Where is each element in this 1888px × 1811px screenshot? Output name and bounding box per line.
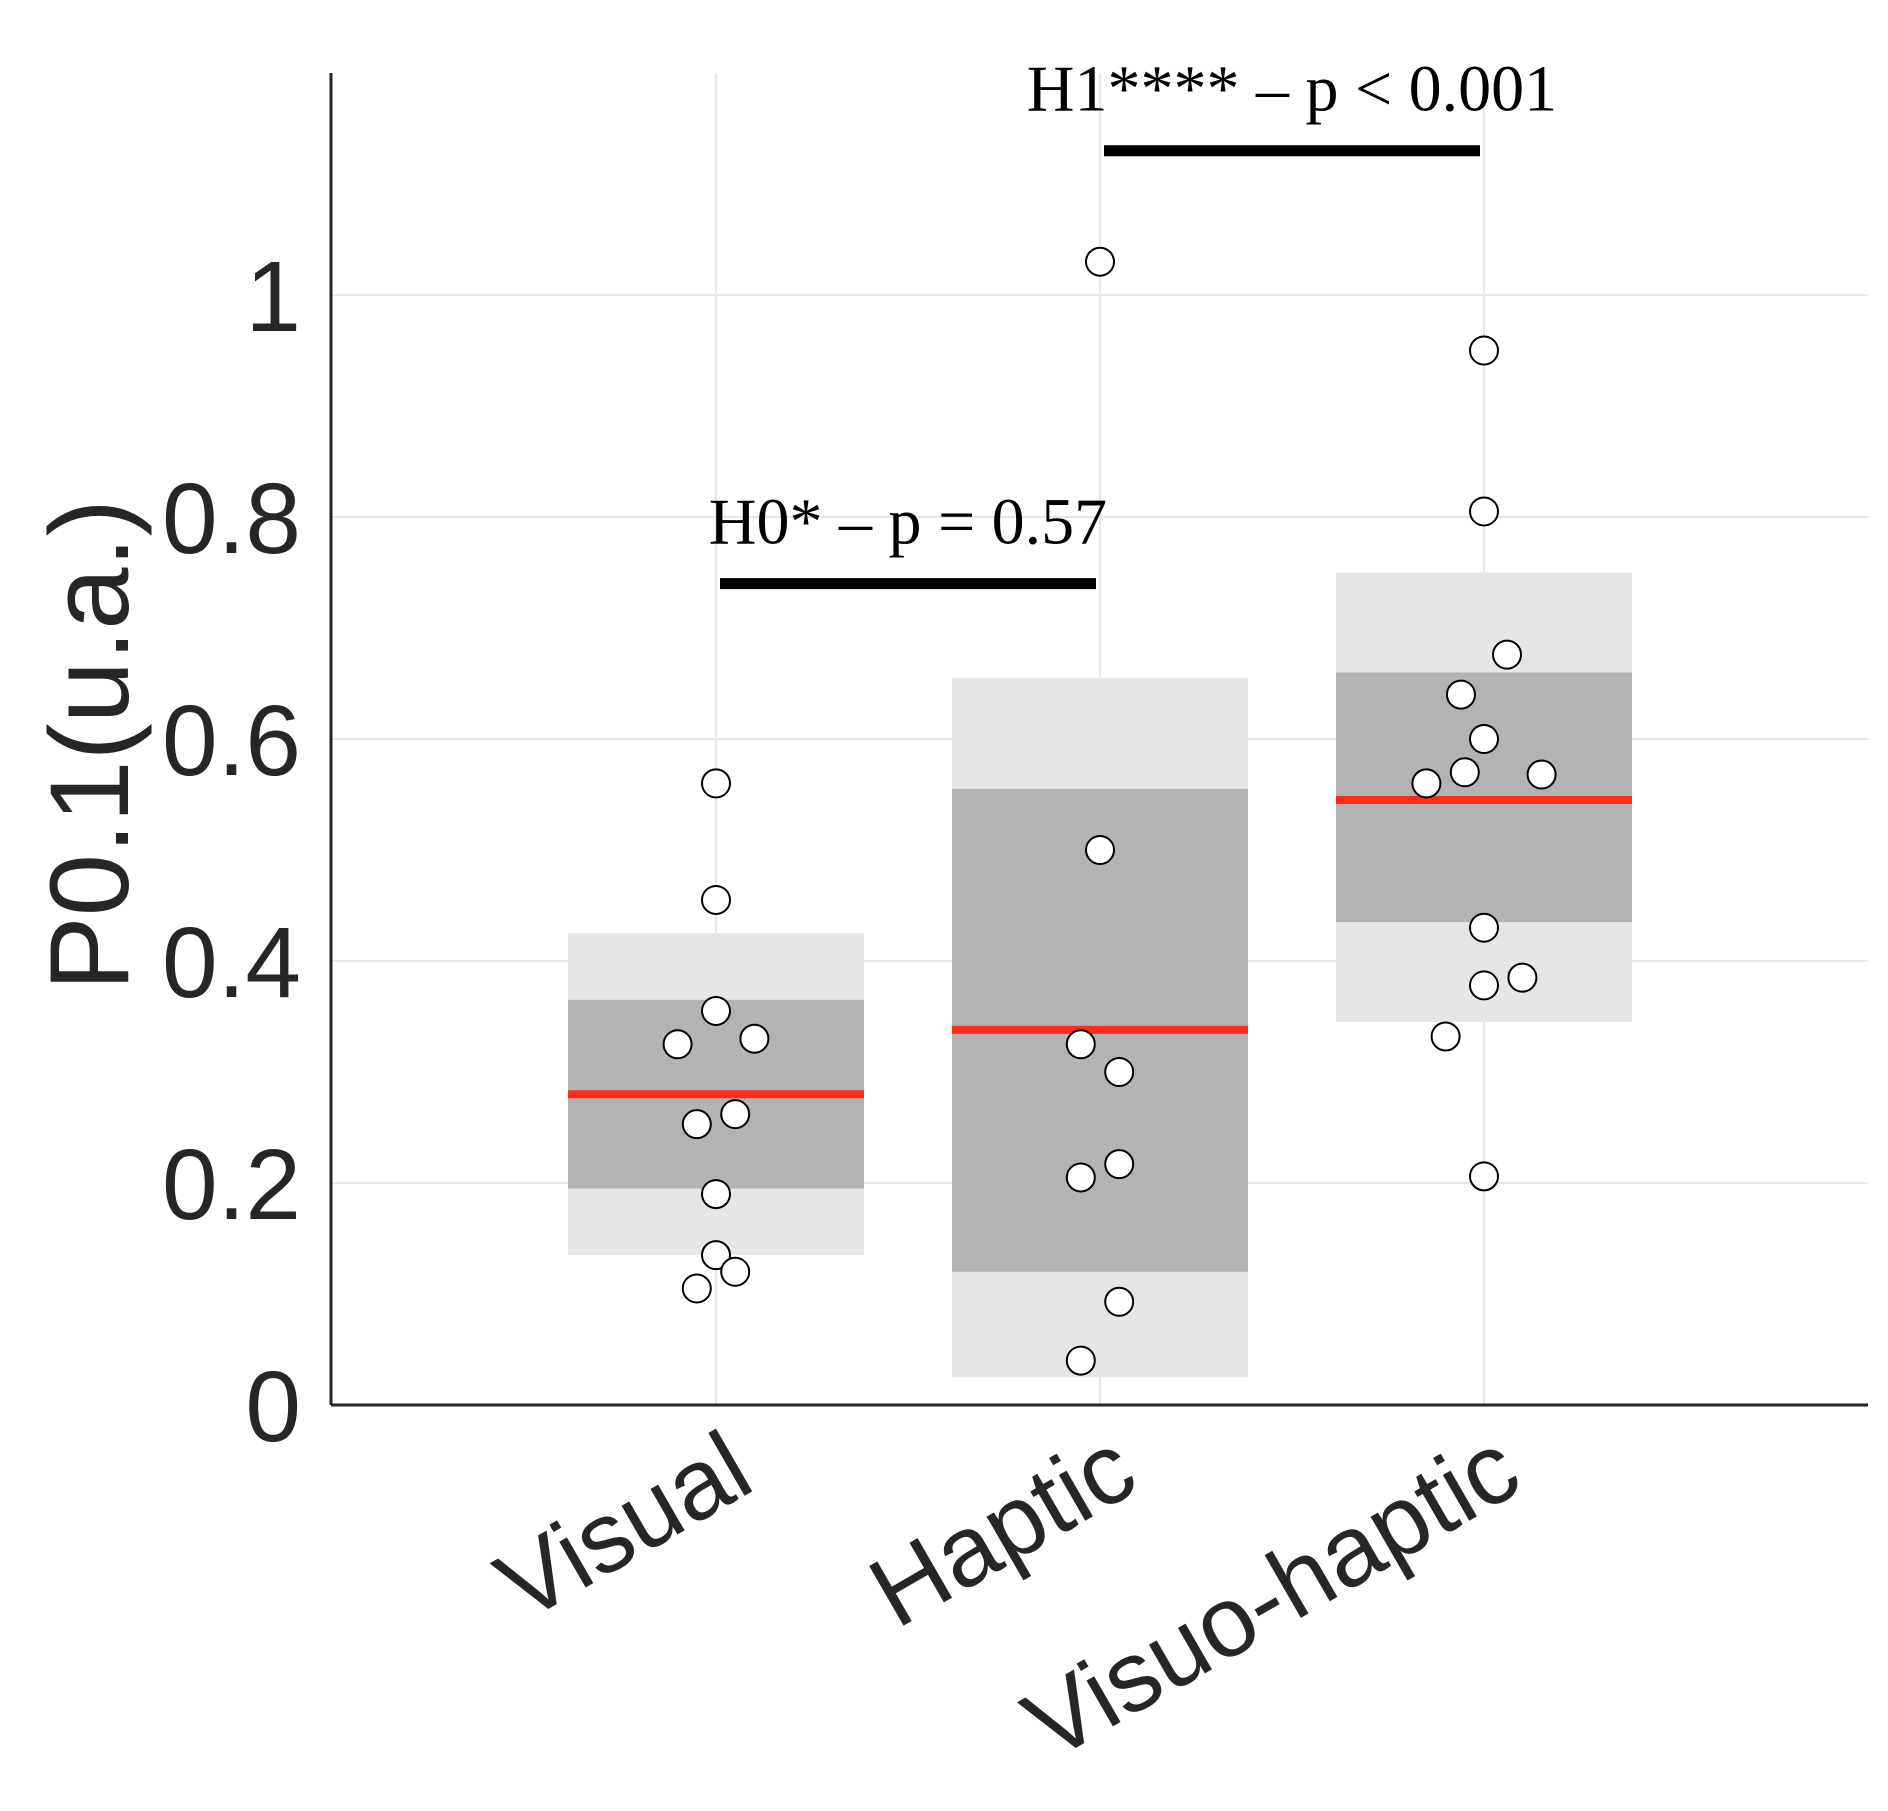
data-point <box>739 1023 770 1054</box>
data-point <box>701 1179 731 1210</box>
data-point <box>701 884 731 915</box>
data-point <box>1085 246 1115 277</box>
significance-label: H1**** – p < 0.001 <box>1027 53 1557 126</box>
data-point <box>1065 1162 1096 1193</box>
data-point <box>1104 1286 1135 1317</box>
x-category-label: Haptic <box>852 1410 1153 1649</box>
data-point <box>681 1273 712 1304</box>
data-point <box>701 768 731 799</box>
x-category-label: Visual <box>479 1410 769 1642</box>
data-point <box>681 1109 712 1140</box>
band-layer <box>568 572 1632 1378</box>
data-point <box>1492 639 1523 670</box>
data-point <box>1065 1029 1096 1060</box>
y-tick-label: 0 <box>245 1351 301 1463</box>
annot-layer: H0* – p = 0.57 H1**** – p < 0.001 <box>709 53 1557 590</box>
data-point <box>1085 835 1115 865</box>
data-point <box>1065 1345 1096 1376</box>
data-point <box>1411 768 1442 799</box>
data-point <box>720 1099 751 1130</box>
data-point <box>662 1029 693 1060</box>
data-point <box>1526 759 1557 790</box>
y-tick-label: 0.6 <box>162 685 301 797</box>
data-point <box>1507 962 1538 993</box>
data-point <box>720 1256 751 1287</box>
axis-layer <box>329 73 1868 1407</box>
data-point <box>1469 335 1499 366</box>
data-point <box>1469 496 1499 527</box>
y-tick-label: 1 <box>245 241 301 353</box>
data-point <box>1449 757 1480 788</box>
data-point <box>1104 1057 1135 1087</box>
point-layer <box>662 246 1557 1376</box>
data-point <box>1445 679 1476 710</box>
y-tick-label: 0.4 <box>162 907 301 1019</box>
data-point <box>1469 1161 1499 1192</box>
data-point <box>1469 970 1499 1001</box>
y-tick-label: 0.8 <box>162 463 301 575</box>
data-point <box>701 995 731 1026</box>
y-axis-title: P0.1(u.a.) <box>27 499 152 991</box>
data-point <box>1104 1149 1135 1180</box>
data-point <box>1430 1021 1461 1052</box>
data-point <box>1469 912 1499 943</box>
data-point <box>1469 724 1499 754</box>
y-tick-label: 0.2 <box>162 1129 301 1241</box>
data-point <box>701 1240 731 1271</box>
significance-label: H0* – p = 0.57 <box>709 486 1107 559</box>
